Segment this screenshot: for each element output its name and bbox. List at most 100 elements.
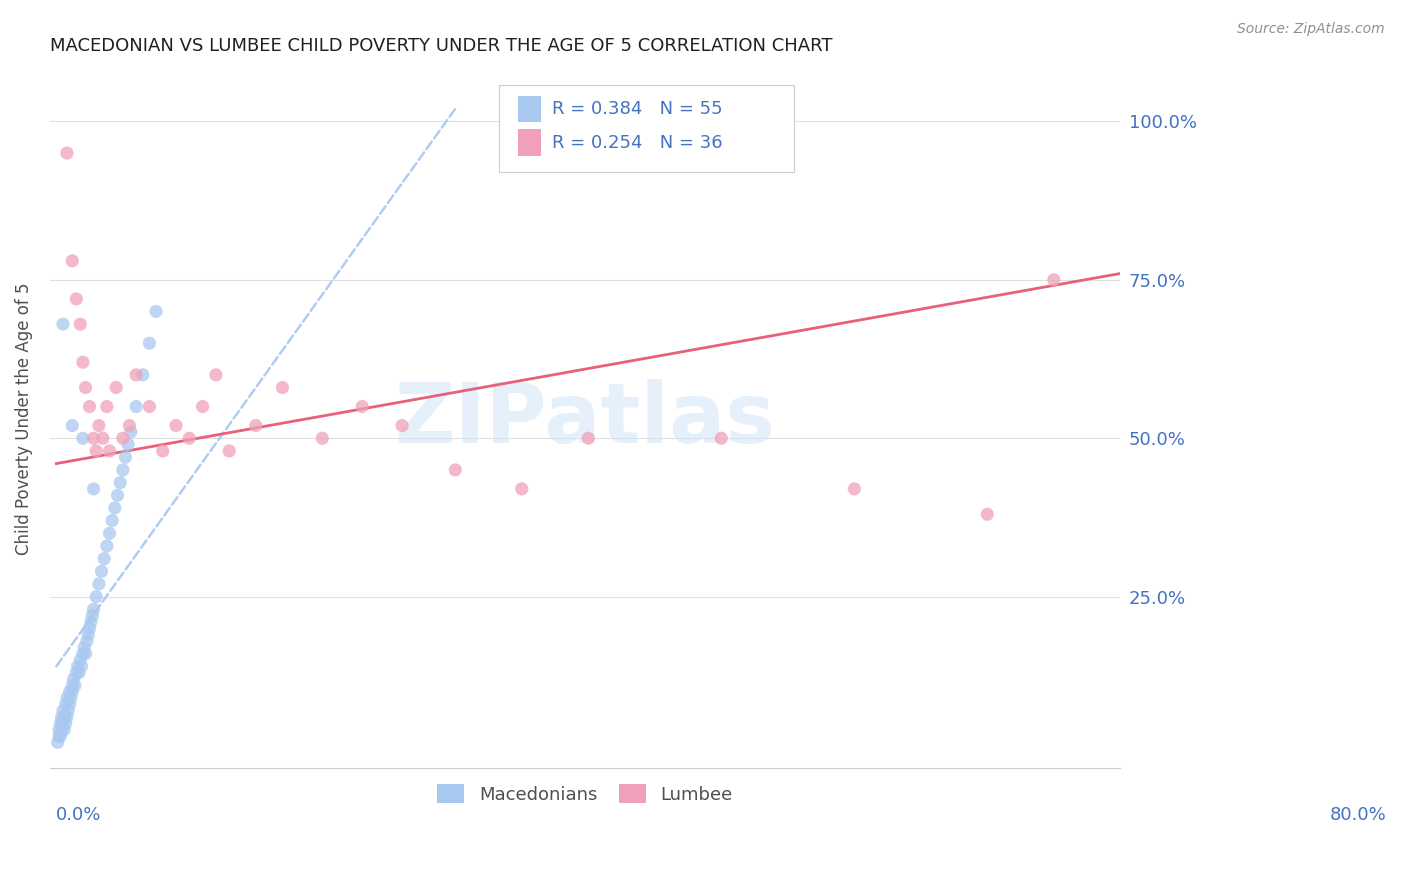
Point — [60, 418, 83, 433]
Point — [79, 621, 101, 635]
Point — [96, 539, 118, 553]
Point — [108, 475, 131, 490]
Legend: Macedonians, Lumbee: Macedonians, Lumbee — [430, 777, 740, 811]
Point — [59, 691, 82, 706]
Point — [56, 146, 79, 161]
Point — [52, 716, 75, 731]
Point — [79, 400, 101, 414]
Point — [245, 418, 267, 433]
Text: ZIPatlas: ZIPatlas — [395, 379, 776, 459]
Point — [87, 418, 110, 433]
Point — [69, 653, 91, 667]
Point — [55, 716, 77, 731]
Point — [60, 253, 83, 268]
Point — [138, 400, 160, 414]
Point — [976, 508, 998, 522]
Point — [179, 431, 201, 445]
Point — [91, 431, 114, 445]
Point — [55, 698, 77, 712]
Text: R = 0.384   N = 55: R = 0.384 N = 55 — [551, 100, 723, 118]
Point — [83, 431, 105, 445]
Point — [90, 564, 112, 578]
Point — [152, 443, 174, 458]
Text: R = 0.254   N = 36: R = 0.254 N = 36 — [551, 134, 723, 152]
Point — [107, 488, 129, 502]
Text: 80.0%: 80.0% — [1330, 806, 1386, 824]
Point — [114, 450, 136, 465]
Point — [311, 431, 333, 445]
Point — [98, 443, 121, 458]
FancyBboxPatch shape — [499, 85, 794, 172]
Point — [75, 647, 97, 661]
Point — [120, 425, 142, 439]
Point — [70, 659, 93, 673]
Point — [53, 723, 76, 737]
Point — [59, 684, 82, 698]
Point — [80, 615, 103, 629]
Text: 0.0%: 0.0% — [56, 806, 101, 824]
Point — [72, 647, 94, 661]
Point — [391, 418, 413, 433]
Point — [67, 665, 90, 680]
Point — [49, 729, 72, 743]
Point — [352, 400, 374, 414]
Point — [205, 368, 228, 382]
Point — [132, 368, 155, 382]
Point — [87, 577, 110, 591]
Point — [105, 380, 128, 394]
Point — [98, 526, 121, 541]
Point — [117, 437, 139, 451]
Point — [60, 678, 83, 692]
Point — [271, 380, 294, 394]
Point — [52, 704, 75, 718]
Point — [56, 691, 79, 706]
Point — [82, 608, 104, 623]
Point — [58, 704, 80, 718]
Point — [165, 418, 187, 433]
Point — [145, 304, 167, 318]
Text: Source: ZipAtlas.com: Source: ZipAtlas.com — [1237, 22, 1385, 37]
Point — [59, 698, 82, 712]
Point — [191, 400, 214, 414]
Point — [63, 678, 86, 692]
Point — [1042, 273, 1064, 287]
Text: MACEDONIAN VS LUMBEE CHILD POVERTY UNDER THE AGE OF 5 CORRELATION CHART: MACEDONIAN VS LUMBEE CHILD POVERTY UNDER… — [49, 37, 832, 55]
Point — [75, 380, 97, 394]
Point — [51, 723, 73, 737]
Y-axis label: Child Poverty Under the Age of 5: Child Poverty Under the Age of 5 — [15, 283, 32, 556]
Point — [72, 431, 94, 445]
Point — [77, 627, 100, 641]
Point — [72, 355, 94, 369]
Point — [56, 710, 79, 724]
Point — [53, 710, 76, 724]
Point — [48, 723, 70, 737]
Point — [125, 368, 148, 382]
Point — [96, 400, 118, 414]
Point — [83, 482, 105, 496]
Point — [510, 482, 533, 496]
Point — [49, 716, 72, 731]
Point — [60, 684, 83, 698]
Point — [48, 729, 70, 743]
Point — [844, 482, 866, 496]
Point — [111, 431, 134, 445]
Point — [51, 710, 73, 724]
Point — [76, 634, 98, 648]
Point — [125, 400, 148, 414]
Point — [444, 463, 467, 477]
Point — [52, 317, 75, 331]
Point — [84, 590, 107, 604]
Point — [101, 514, 124, 528]
Point — [65, 665, 87, 680]
FancyBboxPatch shape — [517, 95, 541, 122]
Point — [138, 336, 160, 351]
Point — [118, 418, 141, 433]
Point — [83, 602, 105, 616]
Point — [65, 292, 87, 306]
Point — [576, 431, 599, 445]
FancyBboxPatch shape — [517, 129, 541, 156]
Point — [73, 640, 96, 655]
Point — [104, 500, 127, 515]
Point — [84, 443, 107, 458]
Point — [93, 551, 115, 566]
